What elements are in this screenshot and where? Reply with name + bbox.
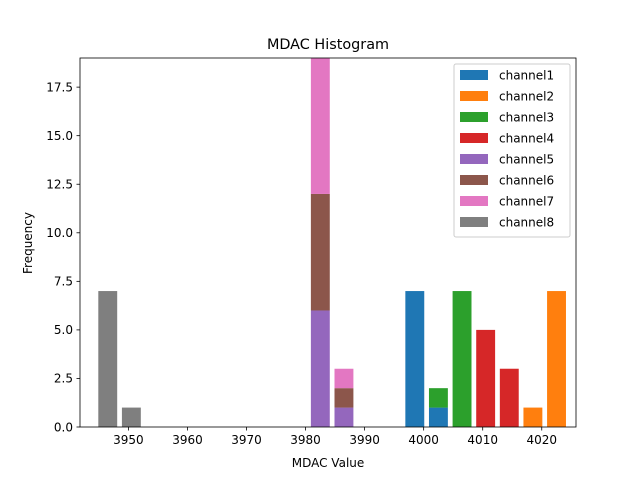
- legend-frame: [453, 63, 571, 238]
- bars-group: [98, 58, 566, 427]
- plot-area-frame: [79, 57, 577, 428]
- x-ticks-group: 3950 3960 3970 3980 3990 4000 4010 4020: [113, 427, 557, 447]
- legend-swatch-channel2: [460, 91, 488, 101]
- bar-channel7-1: [334, 368, 354, 389]
- x-tick-label: 4020: [526, 433, 557, 447]
- chart-title: MDAC Histogram: [267, 37, 389, 53]
- legend-label-channel6: channel6: [499, 174, 554, 188]
- x-tick-label: 4000: [408, 433, 439, 447]
- y-tick-label: 15.0: [46, 129, 73, 143]
- y-tick-label: 5.0: [54, 323, 73, 337]
- bar-channel2-1: [547, 291, 566, 427]
- bar-channel2-0: [523, 407, 543, 427]
- y-ticks-group: 0.0 2.5 5.0 7.5 10.0 12.5 15.0 17.5: [46, 80, 80, 434]
- bar-channel5-0: [310, 310, 330, 427]
- bar-channel1-0: [405, 291, 425, 427]
- legend-swatch-channel7: [460, 196, 488, 206]
- x-tick-label: 3950: [113, 433, 144, 447]
- legend-swatch-channel5: [460, 154, 488, 164]
- legend-swatch-channel6: [460, 175, 488, 185]
- bar-channel8-1: [121, 407, 141, 427]
- legend-label-channel1: channel1: [499, 69, 554, 83]
- x-tick-label: 3990: [349, 433, 380, 447]
- legend-label-channel5: channel5: [499, 153, 554, 167]
- y-tick-label: 0.0: [54, 420, 73, 434]
- y-axis-label: Frequency: [21, 212, 35, 274]
- legend-label-channel4: channel4: [499, 132, 554, 146]
- bar-channel1-1: [428, 407, 448, 427]
- bar-channel6-1: [334, 388, 354, 408]
- y-tick-label: 12.5: [46, 178, 73, 192]
- bar-channel8-0: [98, 291, 118, 427]
- bar-channel7-0: [310, 58, 330, 194]
- x-tick-label: 3960: [172, 433, 203, 447]
- y-tick-label: 17.5: [46, 80, 73, 94]
- legend-swatch-channel4: [460, 133, 488, 143]
- bar-channel6-0: [310, 193, 330, 311]
- bar-channel5-1: [334, 407, 354, 427]
- y-tick-label: 7.5: [54, 275, 73, 289]
- y-tick-label: 2.5: [54, 372, 73, 386]
- bar-channel4-0: [476, 329, 496, 427]
- bar-channel3-0: [428, 388, 448, 408]
- bar-channel3-1: [452, 291, 472, 427]
- legend-swatch-channel1: [460, 70, 488, 80]
- y-tick-label: 10.0: [46, 226, 73, 240]
- legend: channel1 channel2 channel3 channel4 channel5…: [453, 63, 571, 238]
- x-tick-label: 3980: [290, 433, 321, 447]
- x-axis-label: MDAC Value: [292, 456, 365, 470]
- legend-swatch-channel8: [460, 217, 488, 227]
- legend-label-channel3: channel3: [499, 111, 554, 125]
- x-tick-label: 3970: [231, 433, 262, 447]
- legend-label-channel8: channel8: [499, 216, 554, 230]
- legend-label-channel7: channel7: [499, 195, 554, 209]
- legend-swatch-channel3: [460, 112, 488, 122]
- x-tick-label: 4010: [467, 433, 498, 447]
- legend-label-channel2: channel2: [499, 90, 554, 104]
- bar-channel4-1: [499, 368, 519, 427]
